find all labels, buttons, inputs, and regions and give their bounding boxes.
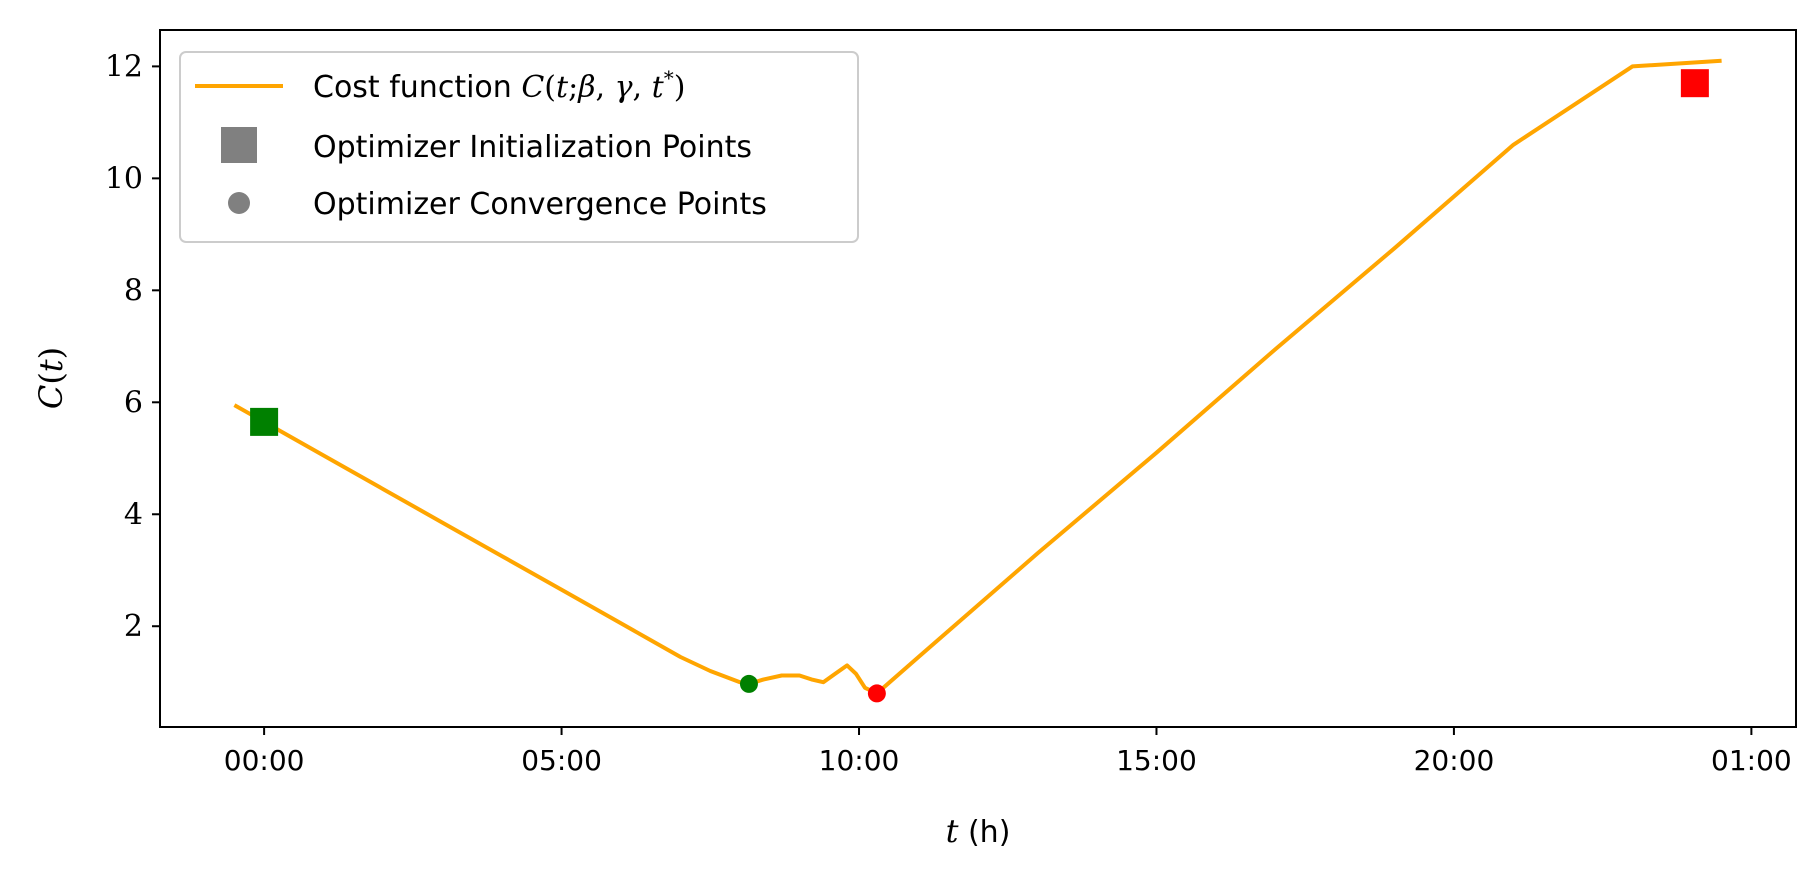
y-tick-label: 6 <box>124 385 143 420</box>
legend-square-swatch <box>221 127 257 163</box>
y-tick-label: 2 <box>124 609 143 644</box>
cost-function-line <box>233 58 1722 696</box>
legend: Cost function C(t;β, γ, t*) Optimizer In… <box>179 51 859 243</box>
convergence-point <box>867 684 886 703</box>
convergence-point <box>739 674 758 693</box>
series-layer <box>233 58 1722 696</box>
legend-circle-swatch <box>228 192 250 214</box>
y-tick-label: 10 <box>105 161 143 196</box>
x-tick-label: 00:00 <box>224 744 305 777</box>
legend-label-cost: Cost function C(t;β, γ, t*) <box>313 66 685 105</box>
markers-layer <box>250 69 1709 703</box>
x-tick-label: 10:00 <box>819 744 900 777</box>
x-tick-label: 20:00 <box>1414 744 1495 777</box>
y-tick-label: 8 <box>124 273 143 308</box>
initialization-point <box>250 407 279 436</box>
y-axis-label: C(t) <box>32 347 70 409</box>
x-axis-label: t (h) <box>946 812 1011 850</box>
initialization-point <box>1680 69 1709 98</box>
legend-label-init: Optimizer Initialization Points <box>313 130 752 165</box>
ticks-layer: 00:00 05:00 10:00 15:00 20:00 01:00 2 4 6 8 10 12 <box>105 49 1792 777</box>
x-tick-label: 05:00 <box>521 744 602 777</box>
x-tick-label: 15:00 <box>1116 744 1197 777</box>
legend-box <box>179 51 859 243</box>
legend-label-conv: Optimizer Convergence Points <box>313 187 767 222</box>
y-tick-label: 12 <box>105 49 143 84</box>
x-tick-label: 01:00 <box>1711 744 1792 777</box>
y-tick-label: 4 <box>124 497 143 532</box>
